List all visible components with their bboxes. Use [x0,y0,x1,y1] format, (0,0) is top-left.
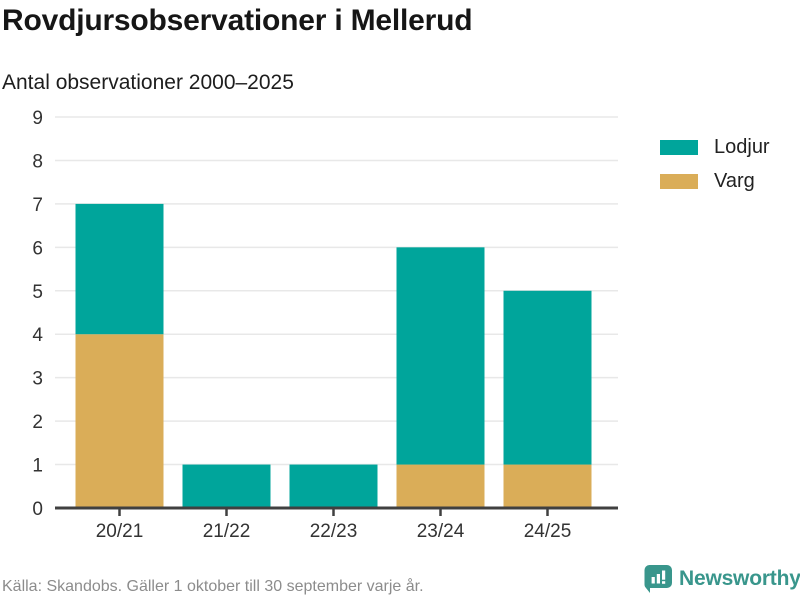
chart-subtitle: Antal observationer 2000–2025 [2,71,294,94]
legend-swatch-lodjur [660,140,698,155]
y-axis-tick-label: 2 [32,412,43,433]
legend-item-varg: Varg [660,170,770,193]
y-axis-tick-label: 1 [32,456,43,477]
y-axis-tick-label: 7 [32,195,43,216]
y-axis-tick-label: 9 [32,108,43,129]
chart-legend: Lodjur Varg [660,136,770,193]
y-axis-tick-label: 3 [32,369,43,390]
page-title: Rovdjursobservationer i Mellerud [2,4,473,37]
y-axis-tick-label: 5 [32,282,43,303]
y-axis-tick-label: 0 [32,499,43,520]
bar-segment-varg-23-24 [396,464,485,508]
x-axis-tick-label: 23/24 [417,521,465,542]
bar-segment-varg-24-25 [503,464,592,508]
legend-swatch-varg [660,174,698,189]
newsworthy-logo: Newsworthy [644,564,800,594]
bar-segment-varg-20-21 [75,334,164,508]
y-axis-tick-label: 6 [32,238,43,259]
legend-label-varg: Varg [714,170,755,192]
bar-segment-lodjur-23-24 [396,247,485,465]
x-axis-tick-label: 24/25 [524,521,572,542]
bar-segment-lodjur-21-22 [182,464,271,508]
newsworthy-bubble-icon [644,565,672,593]
x-axis-tick-label: 20/21 [96,521,144,542]
y-axis-tick-label: 8 [32,151,43,172]
x-axis-tick-label: 22/23 [310,521,358,542]
bar-segment-lodjur-24-25 [503,290,592,465]
legend-item-lodjur: Lodjur [660,136,770,159]
brand-name: Newsworthy [679,567,800,590]
bar-segment-lodjur-22-23 [289,464,378,508]
bar-segment-lodjur-20-21 [75,203,164,335]
y-axis-tick-label: 4 [32,325,43,346]
x-axis-tick-label: 21/22 [203,521,251,542]
source-note: Källa: Skandobs. Gäller 1 oktober till 3… [2,578,424,595]
legend-label-lodjur: Lodjur [714,136,770,158]
